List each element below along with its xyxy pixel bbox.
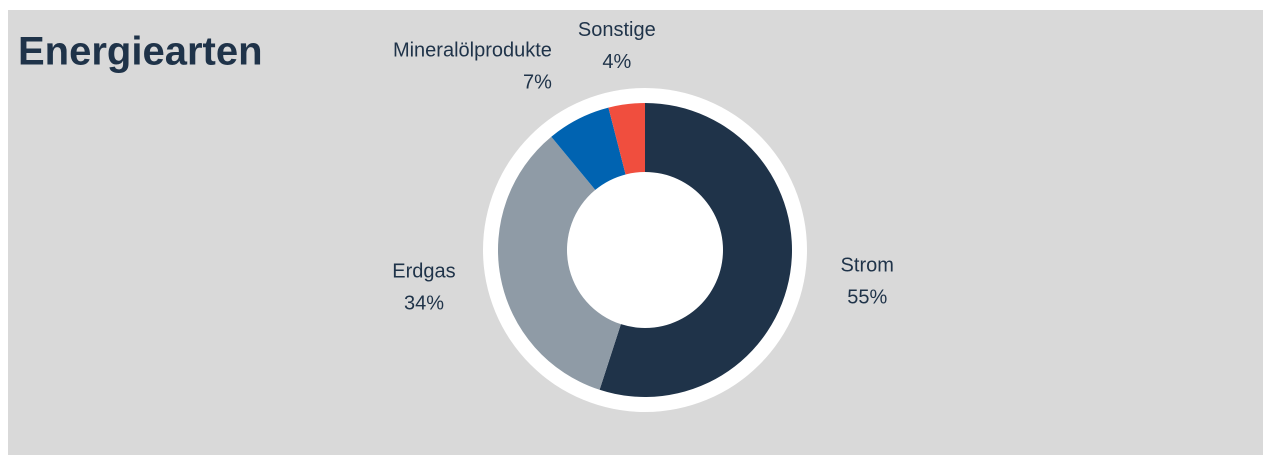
slice-label: Strom	[841, 254, 894, 276]
donut-slice	[608, 103, 645, 175]
slice-value: 4%	[602, 51, 631, 73]
slice-label: Mineralölprodukte	[393, 40, 552, 62]
slice-value: 7%	[523, 72, 552, 94]
slice-label: Sonstige	[578, 19, 656, 41]
chart-title: Energiearten	[18, 30, 263, 74]
donut-slice	[497, 136, 621, 390]
slice-value: 34%	[404, 293, 444, 315]
donut-slice	[599, 102, 793, 398]
donut-slice	[551, 107, 626, 190]
slice-label: Erdgas	[392, 261, 455, 283]
slice-value: 55%	[847, 286, 887, 308]
